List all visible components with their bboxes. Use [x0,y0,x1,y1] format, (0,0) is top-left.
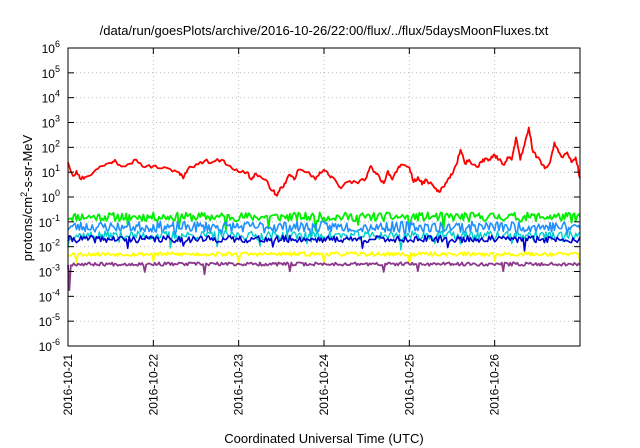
y-tick-label-exponent: 1 [55,163,60,173]
y-tick-label-exponent: 4 [55,89,60,99]
y-tick-label-exponent: 2 [55,138,60,148]
y-tick-label-base: 10 [39,290,53,304]
chart-title: /data/run/goesPlots/archive/2016-10-26/2… [100,23,549,38]
y-tick-label: 101 [42,163,60,180]
y-tick-label: 10-6 [39,337,60,354]
y-tick-label-base: 10 [42,42,56,56]
y-tick-label-exponent: 6 [55,39,60,49]
series-group [67,126,581,291]
x-axis-label: Coordinated Universal Time (UTC) [224,431,423,446]
y-tick-label: 10-5 [39,312,60,329]
y-tick-label-exponent: 5 [55,64,60,74]
x-axis-ticks: 2016-10-21 2016-10-22 2016-10-23 2016-10-24… [61,48,502,415]
series-line-1 [67,211,581,232]
y-axis-label: protons/cm2-s-sr-MeV [19,134,35,261]
y-tick-label-exponent: 0 [55,188,60,198]
y-tick-label-base: 10 [42,67,56,81]
x-tick-label: 2016-10-25 [402,354,416,416]
series-line-4 [67,235,581,252]
series-line-2 [67,220,581,243]
series-line-6 [67,261,581,291]
y-tick-label: 10-4 [39,287,60,304]
y-tick-label-exponent: 3 [55,114,60,124]
y-tick-label-base: 10 [39,315,53,329]
y-tick-label: 103 [42,114,60,131]
y-tick-label: 102 [42,138,60,155]
y-axis-ticks: 10610510410310210110010-110-210-310-410-… [39,39,580,354]
y-axis-label-unit: protons/cm [20,197,35,261]
y-tick-label: 106 [42,39,60,56]
x-tick-label: 2016-10-24 [317,354,331,416]
y-tick-label-base: 10 [42,166,56,180]
y-tick-label-exponent: -5 [52,312,60,322]
y-tick-label-base: 10 [39,340,53,354]
y-tick-label-exponent: -2 [52,238,60,248]
y-axis-label-suffix: -s-sr-MeV [20,134,35,191]
y-tick-label: 10-3 [39,263,60,280]
x-tick-label: 2016-10-22 [146,354,160,416]
y-tick-label-exponent: -3 [52,263,60,273]
x-tick-label: 2016-10-23 [232,354,246,416]
y-tick-label-exponent: -4 [52,287,60,297]
y-tick-label: 10-1 [39,213,60,230]
y-tick-label: 100 [42,188,60,205]
y-tick-label-base: 10 [42,191,56,205]
y-tick-label-base: 10 [42,117,56,131]
y-axis-label-exponent: 2 [19,192,29,197]
y-tick-label-base: 10 [42,92,56,106]
series-line-0 [67,126,581,197]
y-tick-label-base: 10 [39,241,53,255]
y-tick-label-base: 10 [39,216,53,230]
y-tick-label: 104 [42,89,60,106]
x-tick-label: 2016-10-21 [61,354,75,416]
y-tick-label: 105 [42,64,60,81]
y-tick-label-exponent: -6 [52,337,60,347]
y-tick-label-base: 10 [39,266,53,280]
y-tick-label-base: 10 [42,141,56,155]
y-tick-label: 10-2 [39,238,60,255]
x-tick-label: 2016-10-26 [488,354,502,416]
y-tick-label-exponent: -1 [52,213,60,223]
